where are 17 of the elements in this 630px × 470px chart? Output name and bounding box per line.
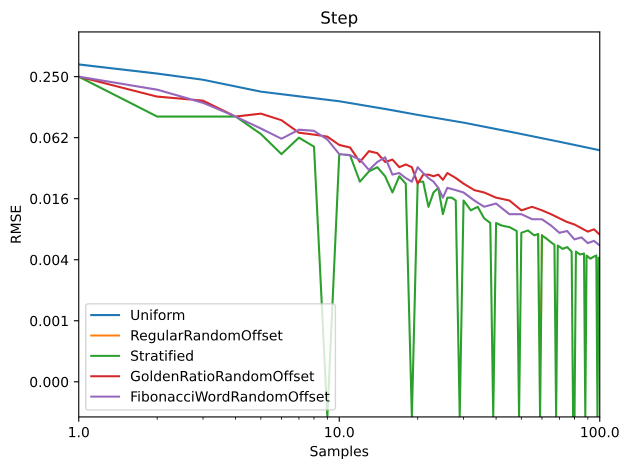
- y-tick-label: 0.004: [30, 254, 68, 266]
- x-axis-title: Samples: [310, 446, 368, 460]
- y-tick-label: 0.062: [30, 132, 68, 144]
- y-tick-label: 0.001: [30, 316, 68, 326]
- x-tick-label: 10.0: [325, 426, 354, 438]
- x-tick-label: 100.0: [581, 426, 619, 438]
- chart-title: Step: [321, 11, 358, 28]
- legend-label: FibonacciWordRandomOffset: [132, 390, 330, 402]
- x-tick-label: 1.0: [69, 426, 89, 438]
- y-tick-label: 0.250: [30, 72, 68, 82]
- legend-label: Stratified: [131, 350, 193, 361]
- legend-label: GoldenRatioRandomOffset: [130, 370, 314, 382]
- legend-label: Uniform: [131, 309, 184, 320]
- legend-label: RegularRandomOffset: [132, 330, 283, 344]
- y-tick-label: 0.016: [30, 194, 68, 204]
- y-axis-title: RMSE: [10, 206, 22, 243]
- y-tick-label: 0.000: [30, 376, 68, 388]
